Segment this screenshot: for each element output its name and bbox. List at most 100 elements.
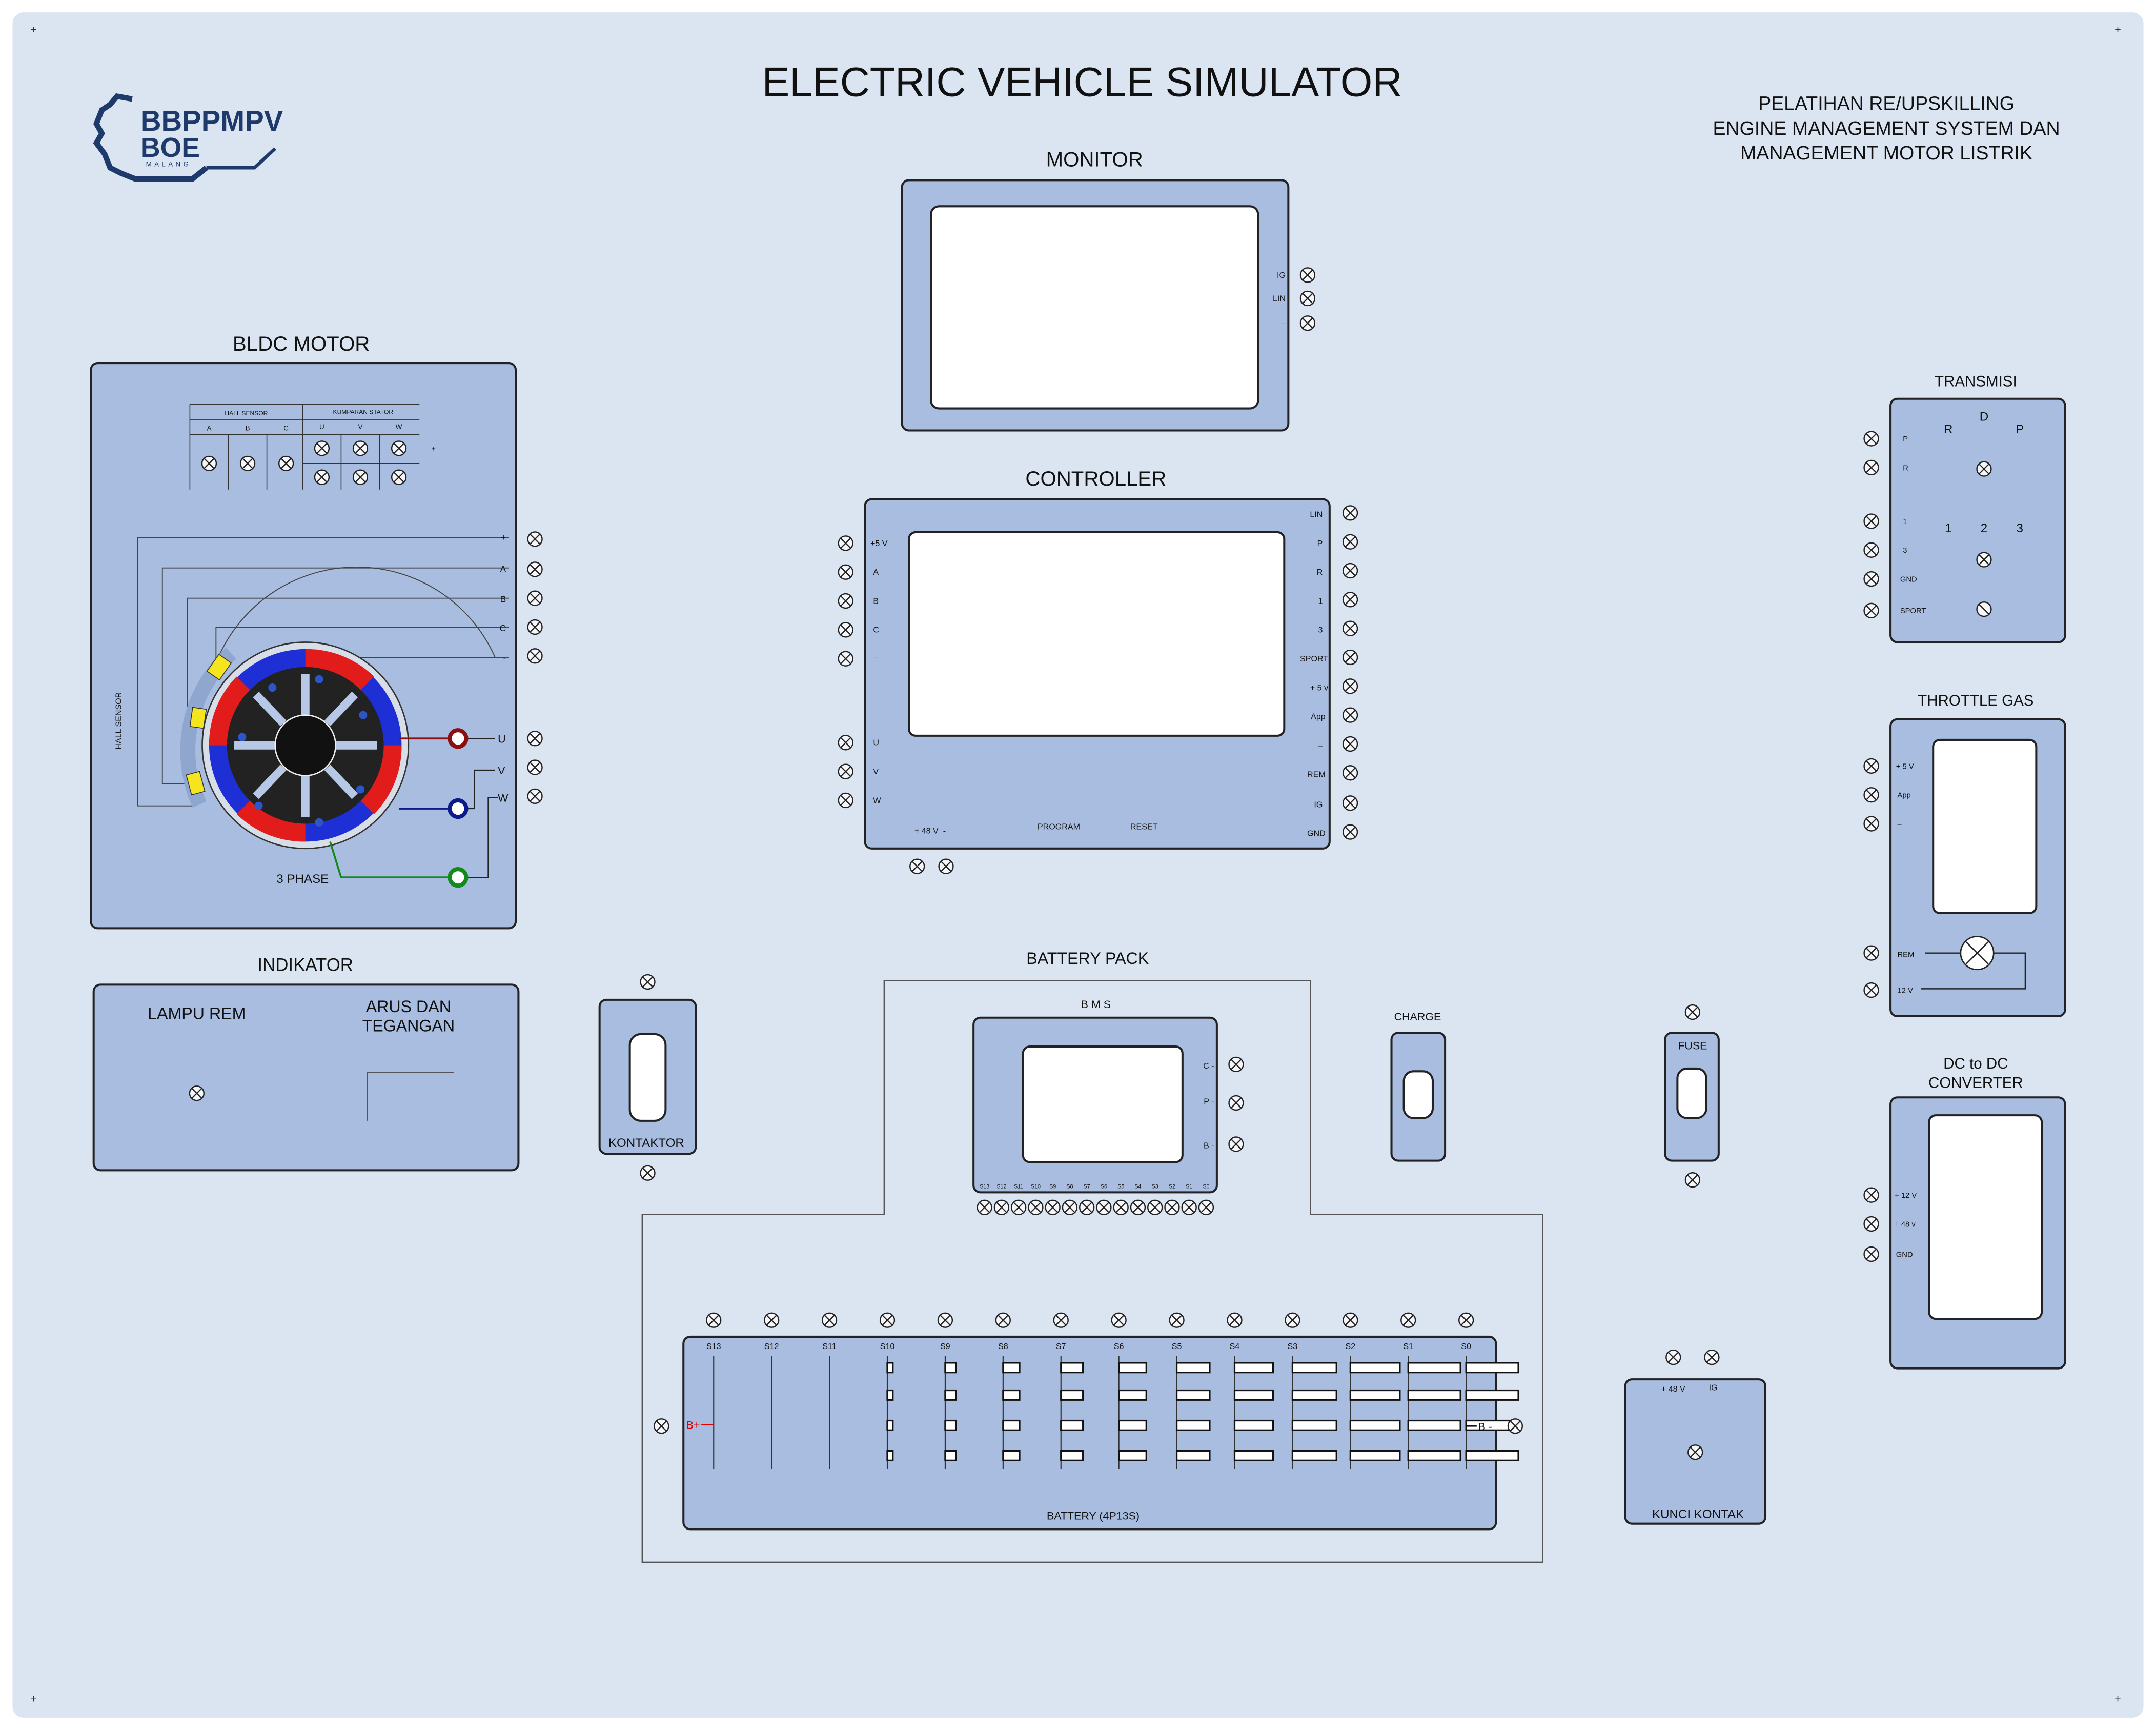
stator-u-neg-jack[interactable]: [314, 469, 330, 485]
gear-selector-123-switch[interactable]: [1976, 552, 1992, 568]
controller-reset-label[interactable]: RESET: [1130, 822, 1158, 831]
controller-48v-neg-jack[interactable]: [938, 858, 954, 874]
battery-cell-jack[interactable]: [764, 1312, 780, 1328]
battery-cell-jack[interactable]: [1285, 1312, 1300, 1328]
hall-b-jack[interactable]: [239, 455, 256, 471]
controller-sport-jack[interactable]: [1342, 649, 1358, 666]
battery-cell-jack[interactable]: [1227, 1312, 1243, 1328]
motor-plus-jack[interactable]: [527, 531, 543, 547]
charge-port[interactable]: [1402, 1070, 1434, 1119]
battery-b-plus-jack[interactable]: [654, 1418, 669, 1434]
battery-cell-jack[interactable]: [706, 1312, 722, 1328]
throttle-5v-jack[interactable]: [1863, 758, 1879, 774]
stator-w-neg-jack[interactable]: [391, 469, 407, 485]
bms-cell-jack[interactable]: [1181, 1199, 1197, 1215]
controller-b-jack[interactable]: [838, 593, 853, 609]
throttle-12v-jack[interactable]: [1863, 982, 1879, 998]
monitor-ig-jack[interactable]: [1299, 267, 1316, 283]
transmisi-gnd-jack[interactable]: [1863, 571, 1879, 587]
motor-v-jack[interactable]: [527, 759, 543, 775]
controller-p-jack[interactable]: [1342, 534, 1358, 550]
throttle-rem-jack[interactable]: [1863, 945, 1879, 961]
fuse-holder[interactable]: [1676, 1067, 1707, 1119]
transmisi-3-jack[interactable]: [1863, 542, 1879, 558]
throttle-pedal[interactable]: [1932, 738, 2038, 914]
battery-cell-jack[interactable]: [1343, 1312, 1358, 1328]
monitor-lin-jack[interactable]: [1299, 290, 1316, 307]
bms-cell-jack[interactable]: [1113, 1199, 1129, 1215]
bms-b-jack[interactable]: [1228, 1136, 1244, 1152]
bms-p-jack[interactable]: [1228, 1095, 1244, 1111]
dcdc-gnd-jack[interactable]: [1863, 1246, 1879, 1262]
bms-cell-jack[interactable]: [993, 1199, 1010, 1215]
controller-a-jack[interactable]: [838, 564, 853, 580]
battery-b-minus-jack[interactable]: [1507, 1418, 1523, 1434]
bms-cell-jack[interactable]: [1164, 1199, 1180, 1215]
controller-1-jack[interactable]: [1342, 592, 1358, 608]
controller-neg-jack[interactable]: [838, 651, 853, 667]
stator-v-neg-jack[interactable]: [352, 469, 369, 485]
battery-cell-jack[interactable]: [937, 1312, 953, 1328]
transmisi-sport-jack[interactable]: [1863, 602, 1879, 618]
battery-cell-jack[interactable]: [1458, 1312, 1474, 1328]
kontaktor-bottom-jack[interactable]: [640, 1165, 656, 1181]
bms-cell-jack[interactable]: [1028, 1199, 1044, 1215]
controller-lin-jack[interactable]: [1342, 505, 1358, 521]
stator-v-pos-jack[interactable]: [352, 440, 369, 456]
monitor-neg-jack[interactable]: [1299, 315, 1316, 331]
motor-a-jack[interactable]: [527, 561, 543, 577]
v-phase-terminal[interactable]: [448, 798, 469, 819]
controller-v-jack[interactable]: [838, 763, 853, 779]
bms-cell-jack[interactable]: [1079, 1199, 1095, 1215]
motor-b-jack[interactable]: [527, 590, 543, 606]
bms-cell-jack[interactable]: [1062, 1199, 1078, 1215]
throttle-neg-jack[interactable]: [1863, 816, 1879, 832]
bms-cell-jack[interactable]: [1010, 1199, 1027, 1215]
battery-cell-jack[interactable]: [1169, 1312, 1185, 1328]
controller-app-jack[interactable]: [1342, 707, 1358, 723]
controller-w-jack[interactable]: [838, 792, 853, 809]
battery-cell-jack[interactable]: [1400, 1312, 1416, 1328]
motor-minus-jack[interactable]: [527, 648, 543, 664]
stator-u-pos-jack[interactable]: [314, 440, 330, 456]
transmisi-1-jack[interactable]: [1863, 513, 1879, 529]
bms-cell-jack[interactable]: [1130, 1199, 1146, 1215]
controller-u-jack[interactable]: [838, 735, 853, 751]
controller-program-label[interactable]: PROGRAM: [1038, 822, 1080, 831]
brake-lamp-switch[interactable]: [1921, 936, 2026, 990]
dcdc-48v-jack[interactable]: [1863, 1216, 1879, 1232]
battery-cell-jack[interactable]: [1111, 1312, 1127, 1328]
bms-cell-jack[interactable]: [1198, 1199, 1214, 1215]
controller-ig-jack[interactable]: [1342, 795, 1358, 811]
transmisi-p-jack[interactable]: [1863, 431, 1879, 447]
transmisi-r-jack[interactable]: [1863, 459, 1879, 476]
controller-gnd-jack[interactable]: [1342, 824, 1358, 840]
kunci-48v-jack[interactable]: [1665, 1350, 1681, 1365]
dcdc-12v-jack[interactable]: [1863, 1187, 1879, 1203]
controller-3-jack[interactable]: [1342, 620, 1358, 636]
controller-c-jack[interactable]: [838, 622, 853, 638]
controller-neg-right-jack[interactable]: [1342, 736, 1358, 752]
bms-cell-jack[interactable]: [977, 1199, 992, 1215]
controller-rem-jack[interactable]: [1342, 765, 1358, 781]
gear-selector-rdp-switch[interactable]: [1976, 461, 1992, 477]
throttle-app-jack[interactable]: [1863, 787, 1879, 803]
bms-cell-jack[interactable]: [1096, 1199, 1112, 1215]
battery-cell-jack[interactable]: [995, 1312, 1011, 1328]
battery-cell-jack[interactable]: [821, 1312, 838, 1328]
bms-c-jack[interactable]: [1228, 1056, 1244, 1073]
controller-5v-jack[interactable]: [838, 535, 853, 551]
hall-a-jack[interactable]: [201, 455, 217, 471]
bms-cell-jack[interactable]: [1045, 1199, 1061, 1215]
bms-cell-jack[interactable]: [1147, 1199, 1163, 1215]
motor-w-jack[interactable]: [527, 788, 543, 804]
motor-u-jack[interactable]: [527, 731, 543, 747]
stator-w-pos-jack[interactable]: [391, 440, 407, 456]
ignition-key-switch[interactable]: [1687, 1444, 1703, 1460]
sport-switch[interactable]: [1976, 601, 1992, 617]
fuse-bottom-jack[interactable]: [1684, 1172, 1701, 1188]
controller-5v-right-jack[interactable]: [1342, 678, 1358, 694]
battery-cell-jack[interactable]: [879, 1312, 896, 1328]
motor-c-jack[interactable]: [527, 619, 543, 635]
controller-48v-pos-jack[interactable]: [909, 858, 925, 874]
